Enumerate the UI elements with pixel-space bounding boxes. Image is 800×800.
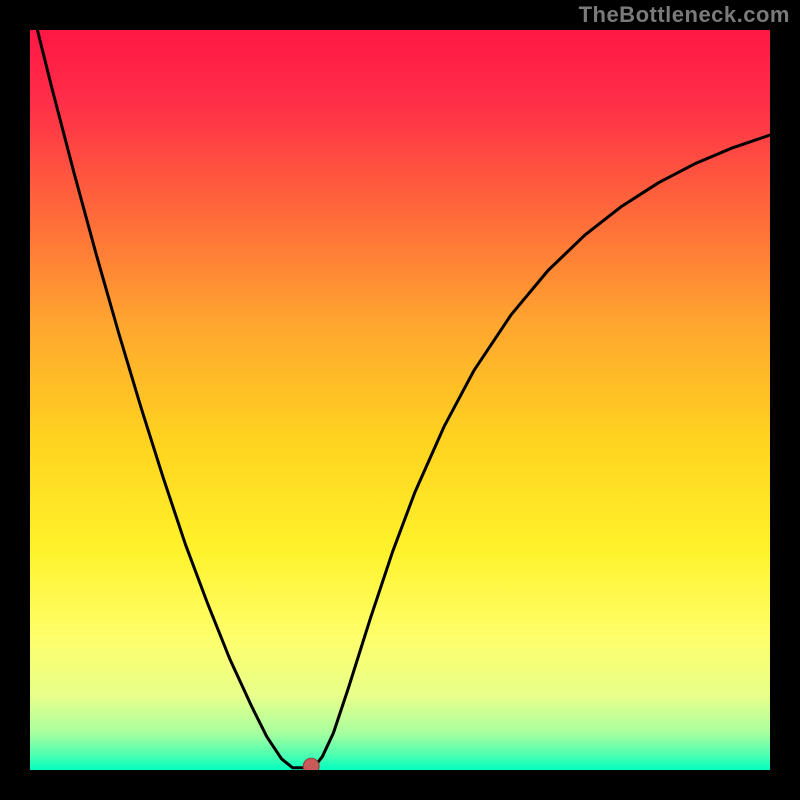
chart-stage: TheBottleneck.com bbox=[0, 0, 800, 800]
optimum-marker bbox=[30, 30, 770, 770]
watermark-label: TheBottleneck.com bbox=[579, 2, 790, 28]
plot-area bbox=[30, 30, 770, 770]
